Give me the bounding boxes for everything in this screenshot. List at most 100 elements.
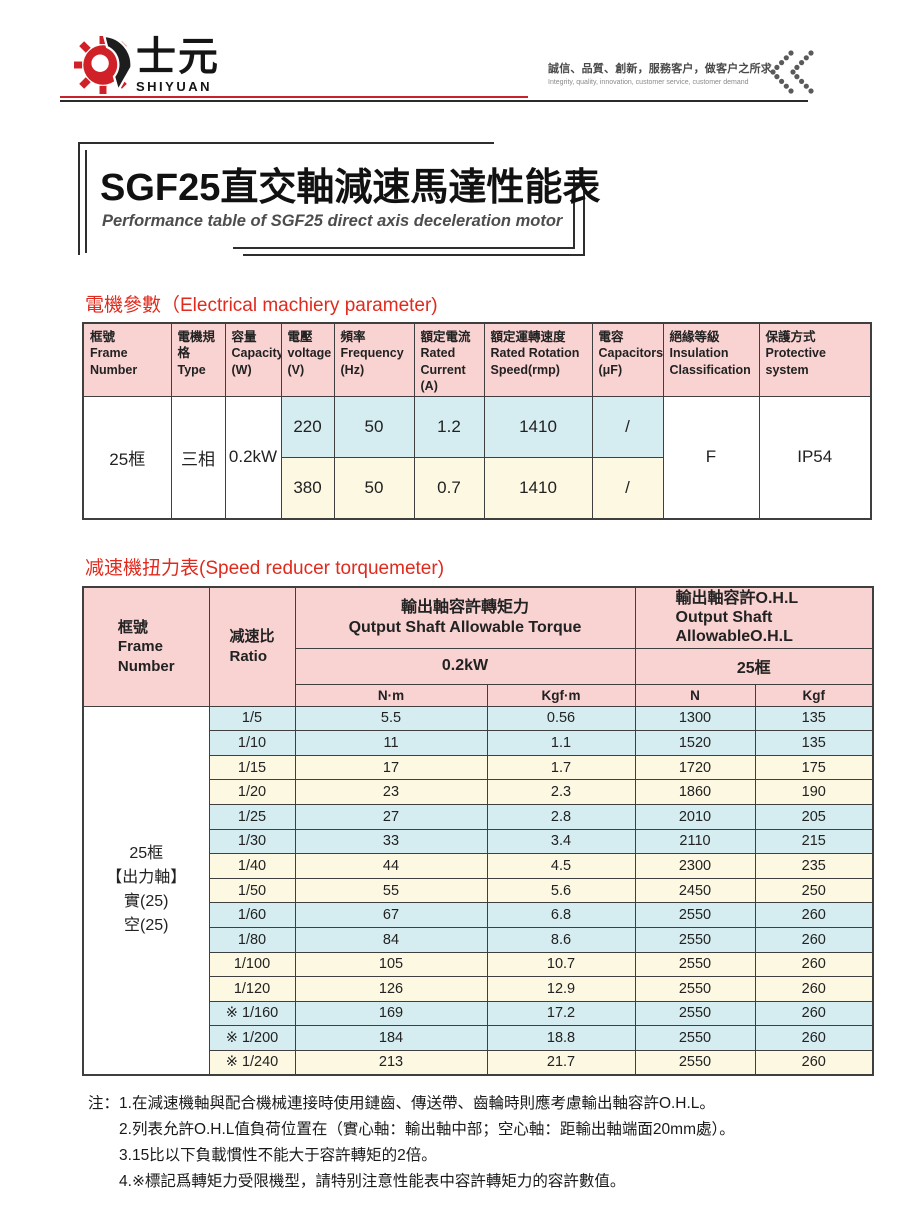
footnotes: 注： 1.在減速機軸與配合機械連接時使用鏈齒、傳送帶、齒輪時則應考慮輸出軸容許O…: [88, 1091, 838, 1195]
frequency-value: 50: [333, 396, 415, 458]
chevron-dots-icon: [770, 50, 814, 94]
current-value: 0.7: [413, 457, 485, 519]
footnote-line: 2.列表允許O.H.L值負荷位置在（實心軸：輸出軸中部；空心軸：距輸出軸端面20…: [119, 1121, 735, 1138]
frame-header-label: 框號 Frame Number: [117, 618, 175, 675]
voltage-value: 220: [280, 396, 335, 458]
torque-kgfm-cell: 0.56: [486, 705, 636, 732]
col-voltage: 電壓 voltage (V): [280, 322, 335, 397]
torque-row: 1/100 105 10.7 2550 260: [83, 951, 874, 978]
col-rated-current: 額定電流 Rated Current (A): [413, 322, 485, 397]
ratio-cell: 1/100: [208, 951, 296, 978]
ratio-cell: 1/5: [208, 705, 296, 732]
torque-nm-cell: 17: [294, 754, 488, 781]
torque-nm-cell: 213: [294, 1049, 488, 1076]
type-value: 三相: [170, 396, 226, 519]
ohl-kgf-cell: 260: [754, 1049, 874, 1076]
capacity-value: 0.2kW: [224, 396, 282, 519]
brand-name: 士元: [136, 35, 220, 79]
ohl-n-cell: 2550: [634, 1000, 756, 1027]
torque-row: 1/10 11 1.1 1520 135: [83, 730, 874, 756]
ohl-n-cell: 2010: [634, 803, 756, 830]
frame-cell: 25框 【出力軸】 實(25) 空(25): [82, 705, 210, 1076]
col-ratio: 减速比 Ratio: [208, 586, 296, 707]
ratio-cell: 1/80: [208, 926, 296, 953]
ohl-n-cell: 2550: [634, 902, 756, 928]
unit-kgfm: Kgf·m: [486, 683, 636, 707]
torque-nm-cell: 23: [294, 779, 488, 805]
capacitor-value: /: [591, 457, 664, 519]
col-type: 電機規格 Type: [170, 322, 226, 397]
torque-row: 1/120 126 12.9 2550 260: [83, 976, 874, 1002]
electrical-row-220v: 25框 三相 0.2kW 220 50 1.2 1410 / F IP54: [82, 396, 872, 519]
ohl-kgf-cell: 215: [754, 828, 874, 855]
frame-value: 25框: [82, 396, 172, 519]
torque-kgfm-cell: 4.5: [486, 853, 636, 879]
torque-row: 1/80 84 8.6 2550 260: [83, 926, 874, 953]
ohl-kgf-cell: 235: [754, 853, 874, 879]
ratio-cell: 1/10: [208, 730, 296, 756]
col-group-ohl: 輸出軸容許O.H.L Output Shaft AllowableO.H.L: [634, 586, 874, 649]
header-rule-red: [60, 96, 528, 98]
ohl-n-cell: 2450: [634, 877, 756, 904]
electrical-table: 框號 Frame Number 電機規格 Type 容量 Capacity (W…: [82, 322, 872, 520]
col-capacity: 容量 Capacity (W): [224, 322, 282, 397]
footnote-prefix: 注：: [88, 1095, 120, 1112]
torque-kgfm-cell: 8.6: [486, 926, 636, 953]
col-frequency: 頻率 Frequency (Hz): [333, 322, 415, 397]
torque-row: 1/15 17 1.7 1720 175: [83, 754, 874, 781]
unit-n: N: [634, 683, 756, 707]
ohl-kgf-cell: 250: [754, 877, 874, 904]
ratio-cell: 1/30: [208, 828, 296, 855]
col-capacitors: 電容 Capacitors (μF): [591, 322, 664, 397]
ratio-header-label: 减速比 Ratio: [229, 628, 275, 665]
torque-header-row-2: 0.2kW 25框: [83, 647, 874, 685]
section-torque-heading: 减速機扭力表(Speed reducer torquemeter): [85, 558, 445, 579]
col-insulation: 絕緣等級 Insulation Classification: [662, 322, 760, 397]
col-protection: 保護方式 Protective system: [758, 322, 872, 397]
gear-logo-icon: [74, 36, 132, 94]
footnote-line: 3.15比以下負載慣性不能大于容許轉矩的2倍。: [119, 1147, 437, 1164]
torque-nm-cell: 84: [294, 926, 488, 953]
ohl-kgf-cell: 135: [754, 730, 874, 756]
speed-value: 1410: [483, 396, 593, 458]
ratio-cell: 1/25: [208, 803, 296, 830]
ohl-n-cell: 2300: [634, 853, 756, 879]
torque-row: 1/25 27 2.8 2010 205: [83, 803, 874, 830]
ratio-cell: 1/120: [208, 976, 296, 1002]
speed-value: 1410: [483, 457, 593, 519]
torque-kgfm-cell: 2.3: [486, 779, 636, 805]
torque-kgfm-cell: 1.7: [486, 754, 636, 781]
title-frame-left-inner: [85, 150, 87, 253]
torque-kgfm-cell: 21.7: [486, 1049, 636, 1076]
ohl-kgf-cell: 260: [754, 951, 874, 978]
ratio-cell: 1/20: [208, 779, 296, 805]
voltage-value: 380: [280, 457, 335, 519]
torque-kgfm-cell: 10.7: [486, 951, 636, 978]
col-rated-speed: 額定運轉速度 Rated Rotation Speed(rmp): [483, 322, 593, 397]
shiyuan-logo: 士元 SHIYUAN: [74, 36, 220, 94]
frequency-value: 50: [333, 457, 415, 519]
ohl-kgf-cell: 260: [754, 976, 874, 1002]
ratio-cell: 1/15: [208, 754, 296, 781]
torque-nm-cell: 5.5: [294, 705, 488, 732]
capacitor-value: /: [591, 396, 664, 458]
gear-swoosh: [102, 36, 132, 94]
header-rule-black: [60, 100, 808, 102]
protection-value: IP54: [758, 396, 872, 519]
title-frame-bottom-right-inner: [243, 178, 585, 256]
torque-table-body: 25框 【出力軸】 實(25) 空(25) 1/5 5.5 0.56 1300 …: [82, 705, 874, 1076]
ohl-n-cell: 2550: [634, 951, 756, 978]
torque-row: ※ 1/160 169 17.2 2550 260: [83, 1000, 874, 1027]
ratio-cell: 1/50: [208, 877, 296, 904]
ohl-kgf-cell: 260: [754, 926, 874, 953]
ratio-cell: 1/40: [208, 853, 296, 879]
torque-header-row-3: N·m Kgf·m N Kgf: [83, 683, 874, 707]
torque-nm-cell: 105: [294, 951, 488, 978]
current-value: 1.2: [413, 396, 485, 458]
brand-name-latin: SHIYUAN: [136, 79, 213, 94]
col-frame-number: 框號 Frame Number: [82, 586, 210, 707]
page-title: SGF25直交軸減速馬達性能表: [100, 167, 601, 209]
ohl-n-cell: 1300: [634, 705, 756, 732]
torque-nm-cell: 67: [294, 902, 488, 928]
torque-nm-cell: 44: [294, 853, 488, 879]
